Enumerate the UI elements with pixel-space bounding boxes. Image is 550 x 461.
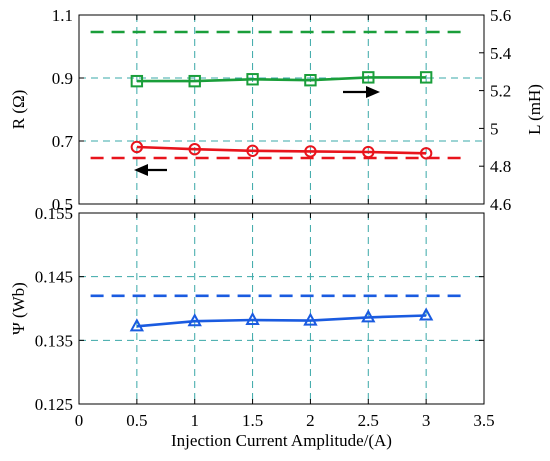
y-tick-label: 0.145 bbox=[35, 268, 73, 287]
data-point-square bbox=[419, 71, 433, 84]
y2-tick-label: 4.6 bbox=[490, 195, 511, 214]
series-line-2 bbox=[136, 145, 427, 155]
y2-tick-label: 5 bbox=[490, 119, 499, 138]
data-point-circle bbox=[246, 144, 259, 157]
x-tick-label: 2.5 bbox=[358, 411, 379, 430]
y2-tick-label: 5.6 bbox=[490, 6, 511, 25]
y-tick-label: 1.1 bbox=[52, 6, 73, 25]
y2-axis-label: L (mH) bbox=[525, 84, 544, 135]
data-point-square bbox=[362, 71, 375, 84]
x-tick-label: 0 bbox=[75, 411, 84, 430]
right-axis-arrow-head bbox=[366, 86, 380, 98]
data-point-triangle bbox=[187, 313, 202, 327]
y-tick-label: 0.9 bbox=[52, 69, 73, 88]
data-point-triangle bbox=[418, 307, 434, 321]
data-point-triangle bbox=[361, 309, 376, 323]
bottom-panel: 0.125 0.135 0.145 0.155 0 0.5 1 1.5 2 2.5 3 3.5 Inje… bbox=[9, 204, 495, 450]
data-point-square bbox=[130, 74, 144, 88]
x-tick-label: 0.5 bbox=[126, 411, 147, 430]
data-point-circle bbox=[130, 140, 144, 154]
top-panel: 0.5 0.7 0.9 1.1 4.6 4.8 5 5.2 5.4 5.6 R (Ω) L (mH) bbox=[9, 6, 544, 214]
data-point-circle bbox=[188, 142, 201, 156]
x-tick-label: 2 bbox=[306, 411, 315, 430]
top-plot-frame bbox=[78, 14, 485, 205]
x-tick-label: 1.5 bbox=[242, 411, 263, 430]
data-point-circle bbox=[304, 145, 317, 158]
series-line-0 bbox=[136, 76, 427, 83]
y2-tick-label: 5.4 bbox=[490, 44, 512, 63]
series-line-0 bbox=[136, 314, 427, 328]
bottom-plot-frame bbox=[78, 212, 485, 405]
x-tick-label: 1 bbox=[190, 411, 199, 430]
y2-tick-label: 5.2 bbox=[490, 82, 511, 101]
data-point-triangle bbox=[245, 311, 260, 325]
x-tick-label: 3.5 bbox=[473, 411, 494, 430]
left-axis-arrow-head bbox=[134, 164, 148, 176]
data-point-triangle bbox=[303, 312, 318, 326]
y2-tick-label: 4.8 bbox=[490, 157, 511, 176]
y-tick-label: 0.135 bbox=[35, 331, 73, 350]
data-point-circle bbox=[419, 147, 433, 160]
y-tick-label: 0.7 bbox=[52, 132, 74, 151]
data-point-square bbox=[188, 74, 201, 88]
y-axis-label: R (Ω) bbox=[9, 90, 28, 130]
x-tick-label: 3 bbox=[422, 411, 431, 430]
y-tick-label: 0.125 bbox=[35, 395, 73, 414]
data-point-triangle bbox=[129, 318, 145, 332]
data-point-square bbox=[304, 74, 317, 87]
y-tick-label: 0.5 bbox=[52, 195, 73, 214]
x-axis-label: Injection Current Amplitude/(A) bbox=[171, 431, 392, 450]
data-point-square bbox=[246, 73, 259, 86]
y-tick-label: 0.155 bbox=[35, 204, 73, 223]
y-axis-label: Ψ (Wb) bbox=[9, 282, 28, 335]
